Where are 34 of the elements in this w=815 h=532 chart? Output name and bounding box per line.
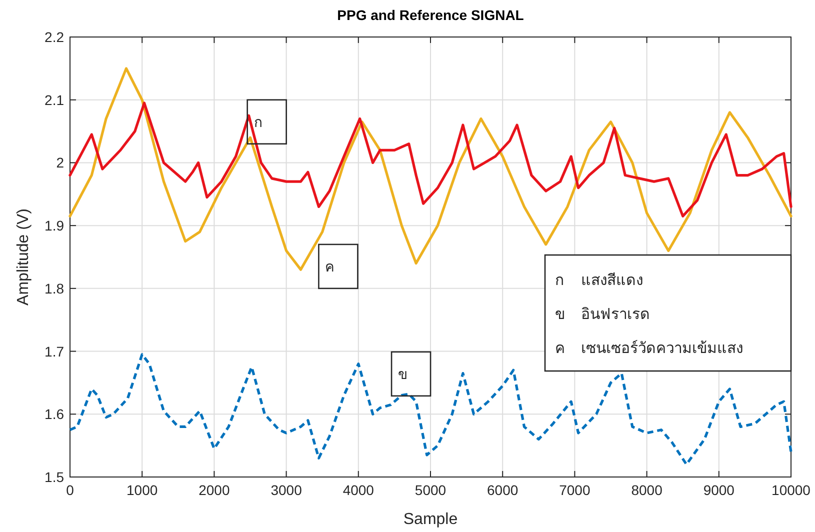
annotation: ข (555, 306, 565, 323)
x-tick-label: 5000 (414, 482, 446, 498)
x-tick-label: 1000 (126, 482, 158, 498)
x-tick-label: 4000 (342, 482, 374, 498)
y-tick-label: 1.6 (44, 406, 64, 422)
annotation: ค (555, 340, 565, 357)
annotation: อินฟราเรด (581, 306, 650, 323)
annotation: เซนเซอร์วัดความเข้มแสง (581, 340, 743, 357)
x-tick-label: 7000 (559, 482, 590, 498)
y-tick-label: 2.1 (44, 92, 64, 108)
annotation: แสงสีแดง (581, 272, 643, 289)
annotation: ก (254, 114, 262, 130)
x-tick-label: 2000 (198, 482, 230, 498)
y-tick-label: 1.7 (44, 343, 64, 360)
y-axis-title: Amplitude (V) (15, 208, 32, 306)
x-axis-title: Sample (403, 511, 458, 528)
y-tick-label: 1.9 (44, 218, 64, 234)
y-tick-label: 2.2 (44, 29, 64, 45)
annotation: ก (555, 272, 564, 289)
y-tick-label: 2 (56, 154, 64, 171)
chart-title: PPG and Reference SIGNAL (337, 7, 524, 23)
annotation: ข (390, 351, 432, 397)
x-tick-label: 0 (66, 482, 74, 498)
x-tick-label: 9000 (703, 482, 735, 498)
annotation: ก (246, 99, 287, 144)
annotation: ค (325, 258, 334, 274)
y-tick-label: 1.8 (44, 280, 64, 296)
x-tick-label: 6000 (487, 482, 518, 498)
x-tick-label: 10000 (772, 482, 811, 498)
x-tick-label: 8000 (631, 482, 663, 498)
y-tick-label: 1.5 (44, 469, 64, 485)
annotation: ข (398, 366, 408, 382)
x-tick-label: 3000 (270, 482, 302, 498)
annotation: ค (318, 244, 358, 290)
